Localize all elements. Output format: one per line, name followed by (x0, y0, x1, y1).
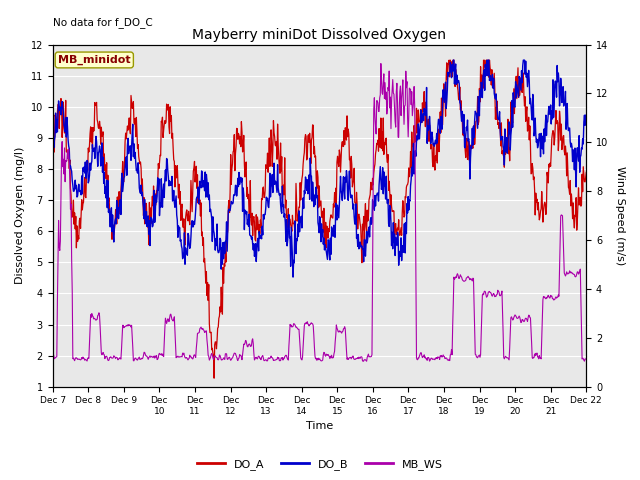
DO_B (289, 274, 297, 280)
Y-axis label: Dissolved Oxygen (mg/l): Dissolved Oxygen (mg/l) (15, 147, 25, 284)
DO_B (452, 61, 460, 67)
DO_A (277, 168, 285, 174)
Text: No data for f_DO_C: No data for f_DO_C (52, 17, 152, 28)
MB_WS (452, 274, 460, 280)
DO_B (582, 120, 590, 125)
DO_A (211, 375, 218, 381)
DO_A (49, 157, 56, 163)
DO_A (452, 67, 460, 72)
DO_A (107, 208, 115, 214)
Text: MB_minidot: MB_minidot (58, 55, 131, 65)
Legend: DO_A, DO_B, MB_WS: DO_A, DO_B, MB_WS (193, 455, 447, 474)
DO_B (276, 201, 284, 207)
MB_WS (511, 313, 518, 319)
DO_A (188, 194, 195, 200)
Line: DO_B: DO_B (52, 60, 586, 277)
Line: MB_WS: MB_WS (52, 63, 586, 361)
DO_A (582, 169, 590, 175)
DO_B (429, 142, 437, 147)
MB_WS (107, 354, 115, 360)
MB_WS (377, 60, 385, 66)
X-axis label: Time: Time (306, 421, 333, 432)
DO_B (49, 147, 56, 153)
DO_A (429, 164, 437, 169)
DO_B (107, 210, 115, 216)
Y-axis label: Wind Speed (m/s): Wind Speed (m/s) (615, 166, 625, 265)
MB_WS (188, 355, 195, 361)
MB_WS (49, 349, 56, 355)
DO_B (511, 104, 518, 109)
DO_B (449, 57, 457, 63)
Line: DO_A: DO_A (52, 60, 586, 378)
MB_WS (276, 358, 284, 363)
MB_WS (359, 359, 367, 364)
DO_B (188, 221, 195, 227)
DO_A (445, 57, 453, 63)
MB_WS (430, 357, 438, 362)
MB_WS (582, 356, 590, 361)
Title: Mayberry miniDot Dissolved Oxygen: Mayberry miniDot Dissolved Oxygen (193, 28, 447, 42)
DO_A (511, 111, 518, 117)
